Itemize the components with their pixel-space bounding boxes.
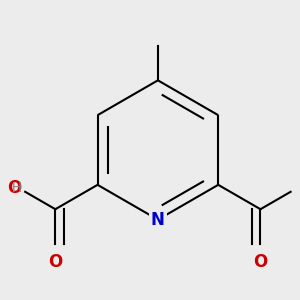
Text: N: N [151, 211, 165, 229]
Text: H: H [3, 181, 22, 195]
Text: O: O [253, 253, 268, 271]
Text: O: O [48, 253, 62, 271]
Text: O: O [8, 179, 22, 197]
